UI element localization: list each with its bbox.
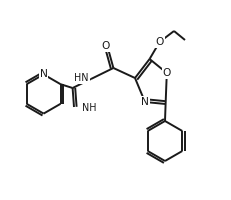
Text: NH: NH [81,103,96,113]
Text: O: O [101,41,109,51]
Text: O: O [155,37,163,47]
Text: HN: HN [74,73,89,83]
Text: N: N [140,97,148,107]
Text: N: N [40,69,47,79]
Text: O: O [162,68,170,78]
